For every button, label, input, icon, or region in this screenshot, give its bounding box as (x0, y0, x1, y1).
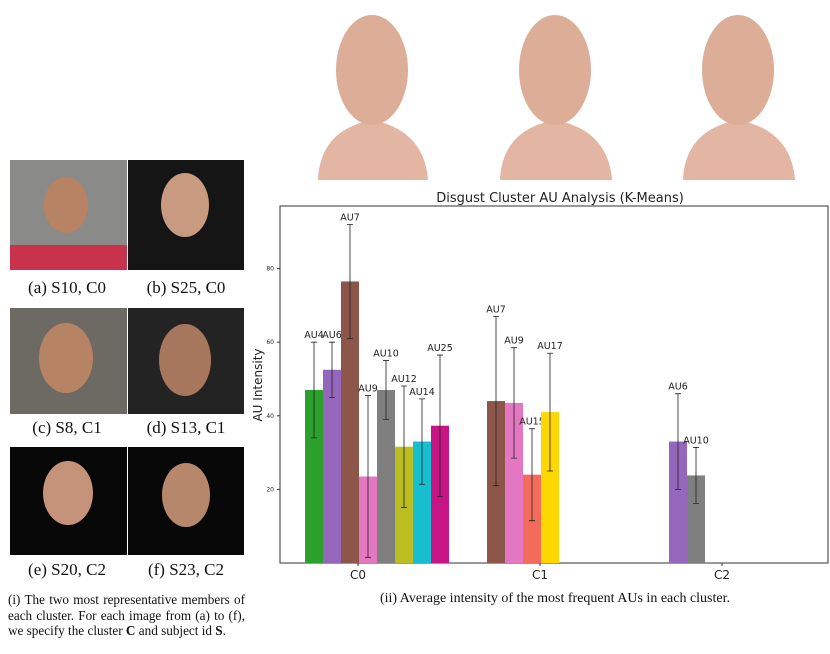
caption-bold: S (215, 623, 222, 638)
caption-right: (ii) Average intensity of the most frequ… (280, 591, 830, 607)
bar-label: AU7 (340, 212, 360, 223)
bar (323, 370, 341, 563)
photo (43, 461, 93, 525)
caption-text: . (223, 623, 226, 638)
photo-label: (a) S10, C0 (28, 278, 106, 297)
bar-label: AU7 (486, 304, 506, 315)
bar-label: AU9 (358, 384, 378, 395)
figure-page: {"chart_data": {"type": "bar", "title": … (0, 0, 830, 654)
photo-grid (10, 160, 244, 555)
photo (161, 173, 209, 237)
photo (10, 245, 127, 270)
bar-label: AU4 (304, 330, 324, 341)
bar-label: AU25 (427, 343, 453, 354)
y-tick-label: 40 (266, 413, 274, 420)
chart-title: Disgust Cluster AU Analysis (K-Means) (436, 191, 684, 206)
x-tick-label: C2 (714, 568, 730, 582)
photo (39, 323, 93, 393)
bar-label: AU15 (519, 417, 545, 428)
bar-label: AU10 (683, 435, 709, 446)
photo (162, 463, 210, 527)
avatar-shoulders (683, 120, 795, 180)
avatar-head (702, 15, 774, 125)
photo-label: (e) S20, C2 (28, 560, 106, 579)
avatar-faces (318, 15, 795, 180)
bar-label: AU6 (668, 382, 688, 393)
photo-label: (d) S13, C1 (147, 418, 226, 437)
avatar-head (519, 15, 591, 125)
avatar-head (336, 15, 408, 125)
caption-left: (i) The two most representative members … (8, 592, 245, 639)
photo (44, 177, 88, 233)
bar-label: AU10 (373, 349, 399, 360)
photo (159, 324, 211, 396)
y-tick-label: 20 (266, 486, 274, 493)
photo-label: (f) S23, C2 (148, 560, 224, 579)
x-tick-label: C0 (350, 568, 366, 582)
bar-label: AU17 (537, 341, 563, 352)
avatar-shoulders (500, 120, 612, 180)
y-axis-label: AU Intensity (251, 348, 265, 421)
photo-label: (c) S8, C1 (32, 418, 101, 437)
photo-label: (b) S25, C0 (147, 278, 226, 297)
x-tick-label: C1 (532, 568, 548, 582)
bar-label: AU6 (322, 330, 342, 341)
bar-label: AU9 (504, 336, 524, 347)
plot: 20406080C0AU4AU6AU7AU9AU10AU12AU14AU25C1… (266, 212, 730, 582)
y-tick-label: 60 (266, 339, 274, 346)
caption-text: and subject id (135, 623, 215, 638)
y-tick-label: 80 (266, 266, 274, 273)
bar-label: AU14 (409, 387, 435, 398)
bar-label: AU12 (391, 374, 417, 385)
avatar-shoulders (318, 120, 428, 180)
figure: Disgust Cluster AU Analysis (K-Means) AU… (0, 0, 830, 654)
